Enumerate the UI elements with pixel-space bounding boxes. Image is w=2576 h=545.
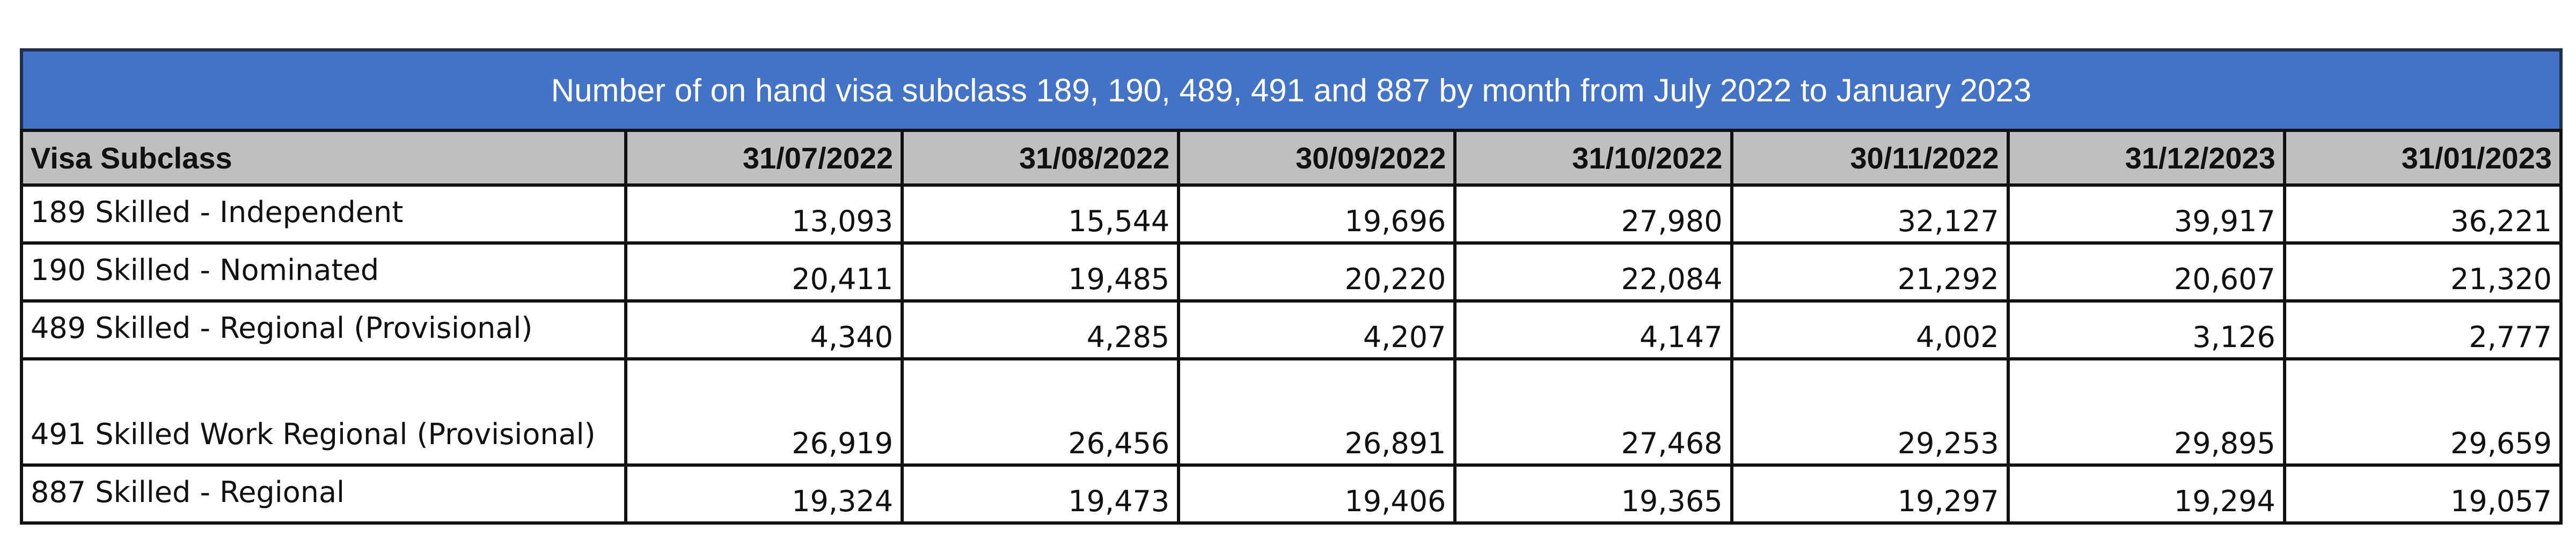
table-cell: 4,340	[624, 299, 904, 360]
table-title: Number of on hand visa subclass 189, 190…	[20, 48, 2563, 129]
table-row: 887 Skilled - Regional 19,324 19,473 19,406…	[20, 463, 2563, 525]
column-header: 31/08/2022	[901, 129, 1181, 187]
table-cell: 27,468	[1453, 357, 1733, 467]
table-cell: 19,473	[901, 463, 1181, 525]
column-header: Visa Subclass	[20, 129, 627, 187]
table-body: 189 Skilled - Independent 13,093 15,544 19,…	[20, 183, 2563, 525]
table-cell: 20,607	[2006, 241, 2286, 303]
table-cell: 19,324	[624, 463, 904, 525]
table-cell: 19,057	[2282, 463, 2563, 525]
table-cell: 26,919	[624, 357, 904, 467]
table-cell: 26,456	[901, 357, 1181, 467]
column-header: 31/01/2023	[2282, 129, 2563, 187]
data-table: Visa Subclass 31/07/2022 31/08/2022 30/09/2…	[20, 129, 2563, 525]
table-cell: 4,002	[1730, 299, 2010, 360]
table-cell: 29,895	[2006, 357, 2286, 467]
row-label: 491 Skilled Work Regional (Provisional)	[20, 357, 627, 467]
table-cell: 19,294	[2006, 463, 2286, 525]
table-cell: 21,292	[1730, 241, 2010, 303]
table-cell: 4,285	[901, 299, 1181, 360]
table-cell: 19,406	[1177, 463, 1457, 525]
row-label: 489 Skilled - Regional (Provisional)	[20, 299, 627, 360]
table-cell: 20,411	[624, 241, 904, 303]
table-cell: 26,891	[1177, 357, 1457, 467]
table-cell: 13,093	[624, 183, 904, 245]
table-cell: 20,220	[1177, 241, 1457, 303]
table-cell: 27,980	[1453, 183, 1733, 245]
table-cell: 36,221	[2282, 183, 2563, 245]
table-cell: 4,207	[1177, 299, 1457, 360]
table-cell: 39,917	[2006, 183, 2286, 245]
table-cell: 19,297	[1730, 463, 2010, 525]
table-cell: 15,544	[901, 183, 1181, 245]
column-header: 30/11/2022	[1730, 129, 2010, 187]
row-label: 887 Skilled - Regional	[20, 463, 627, 525]
table-cell: 32,127	[1730, 183, 2010, 245]
row-label: 189 Skilled - Independent	[20, 183, 627, 245]
table-row: 190 Skilled - Nominated 20,411 19,485 20,22…	[20, 241, 2563, 303]
column-header: 31/07/2022	[624, 129, 904, 187]
table-cell: 19,365	[1453, 463, 1733, 525]
table-cell: 29,659	[2282, 357, 2563, 467]
table-row: 491 Skilled Work Regional (Provisional) 2…	[20, 357, 2563, 467]
table-cell: 22,084	[1453, 241, 1733, 303]
table-row: 189 Skilled - Independent 13,093 15,544 19,…	[20, 183, 2563, 245]
table-cell: 21,320	[2282, 241, 2563, 303]
table-cell: 4,147	[1453, 299, 1733, 360]
table-cell: 3,126	[2006, 299, 2286, 360]
table-cell: 19,485	[901, 241, 1181, 303]
table-row: 489 Skilled - Regional (Provisional) 4,34…	[20, 299, 2563, 360]
column-header: 30/09/2022	[1177, 129, 1457, 187]
header-row: Visa Subclass 31/07/2022 31/08/2022 30/09/2…	[20, 129, 2563, 187]
column-header: 31/10/2022	[1453, 129, 1733, 187]
row-label: 190 Skilled - Nominated	[20, 241, 627, 303]
table-cell: 19,696	[1177, 183, 1457, 245]
column-header: 31/12/2023	[2006, 129, 2286, 187]
table-cell: 29,253	[1730, 357, 2010, 467]
table-container: Number of on hand visa subclass 189, 190…	[20, 48, 2563, 525]
table-cell: 2,777	[2282, 299, 2563, 360]
